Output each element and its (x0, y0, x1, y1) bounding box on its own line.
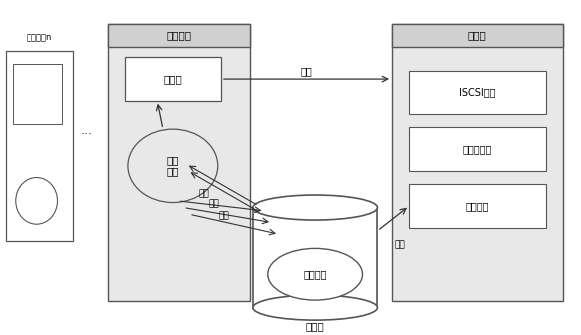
Text: 攻击终竭n: 攻击终竭n (27, 33, 52, 42)
Text: 个性定制: 个性定制 (466, 201, 489, 211)
FancyBboxPatch shape (410, 127, 546, 171)
Ellipse shape (253, 295, 378, 320)
FancyBboxPatch shape (13, 64, 62, 124)
Text: 连接: 连接 (301, 66, 313, 76)
Text: 运行
工具: 运行 工具 (167, 155, 179, 177)
Text: ...: ... (81, 124, 92, 137)
Text: 工具库: 工具库 (306, 321, 325, 331)
Text: 配置: 配置 (208, 200, 219, 209)
FancyBboxPatch shape (125, 57, 221, 101)
FancyBboxPatch shape (410, 71, 546, 114)
Ellipse shape (268, 248, 363, 300)
FancyBboxPatch shape (108, 24, 250, 301)
FancyBboxPatch shape (6, 51, 73, 241)
FancyBboxPatch shape (392, 24, 563, 47)
FancyBboxPatch shape (108, 24, 250, 47)
Text: 服务器: 服务器 (468, 30, 486, 41)
Ellipse shape (128, 129, 218, 203)
Text: 管理: 管理 (394, 241, 405, 249)
Ellipse shape (16, 178, 58, 224)
Text: 报告: 报告 (218, 211, 229, 220)
Text: 访问: 访问 (198, 190, 209, 199)
Text: 用户空间: 用户空间 (303, 269, 327, 279)
FancyBboxPatch shape (410, 184, 546, 227)
FancyBboxPatch shape (253, 208, 378, 308)
Text: 攻击终端: 攻击终端 (167, 30, 192, 41)
Text: 客户端: 客户端 (163, 74, 182, 84)
Text: ISCSI映射: ISCSI映射 (459, 87, 496, 97)
FancyBboxPatch shape (392, 24, 563, 301)
Text: 工具库管理: 工具库管理 (462, 144, 492, 154)
Ellipse shape (253, 195, 378, 220)
